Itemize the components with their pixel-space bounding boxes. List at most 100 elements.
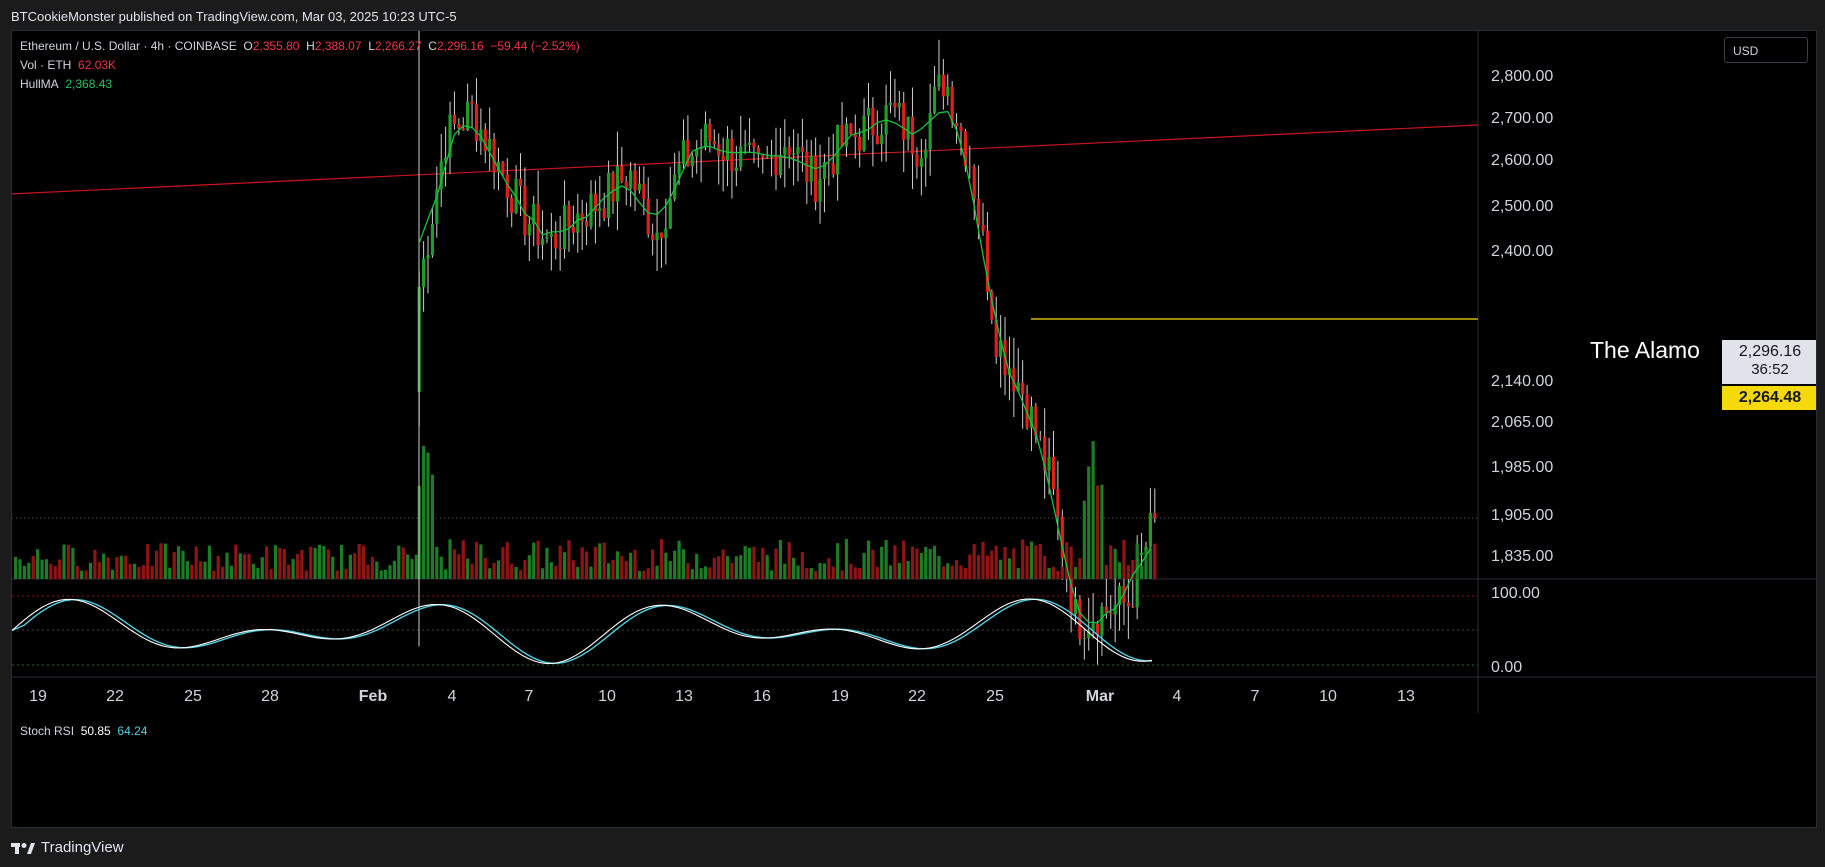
candle-body bbox=[518, 178, 523, 187]
volume-bar bbox=[256, 567, 260, 579]
price-tick-label: 2,500.00 bbox=[1491, 198, 1553, 215]
candle-body bbox=[633, 170, 637, 191]
candle-body bbox=[999, 340, 1003, 358]
candle-body bbox=[668, 199, 672, 229]
volume-bar bbox=[27, 562, 31, 579]
volume-bar bbox=[49, 563, 53, 579]
volume-bar bbox=[466, 558, 470, 579]
volume-bar bbox=[435, 546, 439, 579]
legend-symbol: Ethereum / U.S. Dollar · 4h · COINBASE bbox=[20, 39, 237, 53]
time-tick-label: 13 bbox=[675, 688, 693, 705]
volume-bar bbox=[1087, 466, 1091, 579]
candle-body bbox=[1069, 577, 1073, 615]
trendline bbox=[12, 124, 1479, 195]
published-text: BTCookieMonster published on TradingView… bbox=[11, 9, 457, 24]
candle-body bbox=[721, 155, 725, 161]
candle-body bbox=[1087, 630, 1091, 639]
annotation-the-alamo[interactable]: The Alamo bbox=[1590, 337, 1700, 363]
volume-bar bbox=[554, 565, 558, 579]
candle-body bbox=[444, 157, 448, 162]
candle-body bbox=[651, 234, 655, 241]
volume-bar bbox=[146, 544, 150, 579]
candle-body bbox=[752, 142, 756, 148]
volume-bar bbox=[229, 565, 234, 579]
volume-bar bbox=[968, 554, 972, 579]
candle-body bbox=[501, 161, 505, 175]
candle-body bbox=[1148, 512, 1152, 547]
volume-bar bbox=[457, 554, 461, 579]
volume-bar bbox=[919, 553, 923, 579]
candle-body bbox=[558, 248, 562, 250]
volume-bar bbox=[827, 558, 831, 579]
candle-body bbox=[695, 149, 699, 157]
volume-bar bbox=[836, 543, 840, 579]
volume-bar bbox=[941, 566, 945, 579]
volume-bar bbox=[247, 553, 251, 579]
volume-bar bbox=[545, 547, 549, 579]
volume-bar bbox=[1126, 565, 1130, 579]
volume-bar bbox=[106, 557, 110, 579]
candle-body bbox=[941, 74, 945, 97]
volume-bar bbox=[624, 561, 628, 579]
volume-bar bbox=[747, 547, 752, 579]
volume-bar bbox=[664, 552, 668, 579]
volume-bar bbox=[681, 549, 686, 579]
candle-body bbox=[540, 238, 545, 246]
volume-bar bbox=[888, 565, 893, 579]
volume-bar bbox=[910, 546, 915, 579]
candle-body bbox=[862, 115, 866, 151]
candle-body bbox=[959, 126, 963, 132]
candle-body bbox=[1021, 382, 1025, 395]
volume-bar bbox=[514, 566, 518, 579]
candle-body bbox=[532, 203, 536, 225]
volume-bar bbox=[1025, 545, 1029, 579]
candle-body bbox=[567, 205, 571, 227]
volume-bar bbox=[730, 562, 734, 579]
candle-body bbox=[1029, 406, 1034, 428]
candle-body bbox=[783, 147, 787, 155]
candle-body bbox=[1091, 623, 1095, 631]
volume-bar bbox=[14, 556, 18, 579]
volume-bar bbox=[44, 559, 49, 579]
candle-body bbox=[796, 146, 800, 154]
volume-bar bbox=[893, 545, 897, 579]
candle-body bbox=[646, 198, 650, 235]
currency-button[interactable]: USD bbox=[1724, 37, 1808, 63]
candle-body bbox=[457, 124, 461, 129]
level-price-value: 2,264.48 bbox=[1738, 389, 1802, 406]
price-tick-label: 2,140.00 bbox=[1491, 373, 1553, 390]
volume-bar bbox=[348, 554, 352, 579]
candle-body bbox=[836, 125, 840, 175]
volume-bar bbox=[659, 539, 664, 579]
volume-bar bbox=[651, 549, 655, 579]
volume-bar bbox=[278, 547, 282, 579]
candle-body bbox=[466, 101, 470, 131]
candle-body bbox=[624, 181, 628, 189]
tradingview-logo[interactable]: TradingView bbox=[11, 839, 124, 856]
volume-bar bbox=[584, 551, 589, 579]
time-tick-label: 13 bbox=[1397, 688, 1415, 705]
rsi-tick-label: 100.00 bbox=[1491, 585, 1540, 602]
volume-bar bbox=[392, 560, 397, 579]
candle-body bbox=[536, 203, 540, 246]
candle-body bbox=[580, 213, 584, 222]
volume-bar bbox=[260, 557, 264, 579]
volume-bar bbox=[397, 545, 401, 579]
volume-bar bbox=[703, 566, 708, 579]
volume-bar bbox=[444, 569, 448, 579]
volume-bar bbox=[168, 567, 172, 579]
chart-frame[interactable]: 2,800.00 2,700.00 2,600.00 2,500.00 2,400.00… bbox=[11, 30, 1817, 828]
candle-body bbox=[554, 233, 558, 249]
price-chart[interactable]: 2,800.00 2,700.00 2,600.00 2,500.00 2,400.00… bbox=[12, 31, 1817, 828]
candle-body bbox=[576, 213, 580, 233]
candle-body bbox=[756, 147, 760, 154]
volume-bar bbox=[406, 554, 410, 579]
candle-body bbox=[615, 165, 620, 202]
candle-body bbox=[743, 144, 747, 147]
volume-bar bbox=[93, 549, 97, 579]
price-tick-label: 2,400.00 bbox=[1491, 243, 1553, 260]
candle-body bbox=[562, 205, 567, 250]
time-tick-label: 4 bbox=[1173, 688, 1182, 705]
candle-body bbox=[549, 233, 553, 237]
volume-bar bbox=[132, 563, 137, 579]
